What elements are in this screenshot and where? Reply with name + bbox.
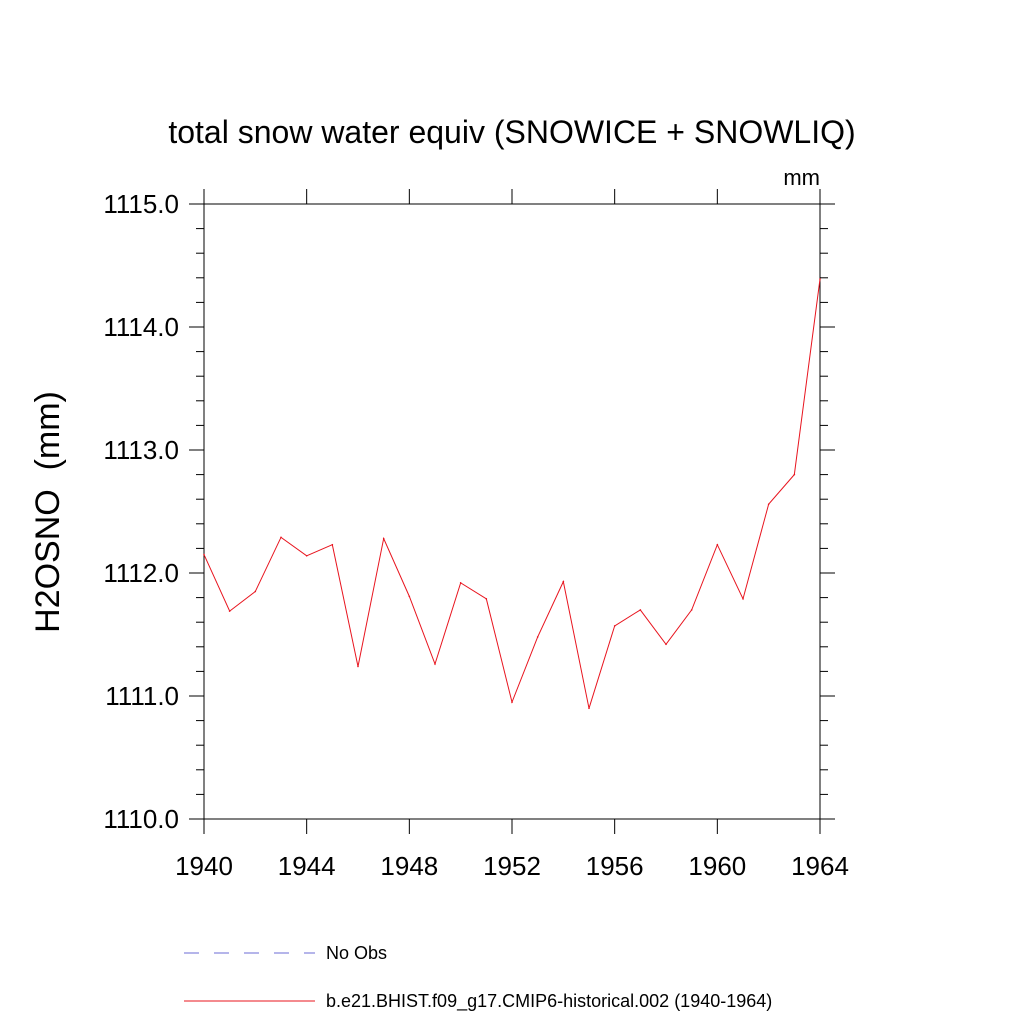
y-tick-label: 1112.0 <box>103 558 179 588</box>
legend-historical-label: b.e21.BHIST.f09_g17.CMIP6-historical.002… <box>326 991 772 1012</box>
data-point <box>665 643 667 646</box>
data-point <box>562 580 565 583</box>
x-tick-label: 1940 <box>175 851 233 881</box>
data-point <box>819 278 821 280</box>
data-point <box>408 595 411 598</box>
data-point <box>305 554 308 557</box>
data-point <box>690 609 693 611</box>
data-point <box>357 665 359 668</box>
data-point <box>716 543 719 546</box>
data-point <box>203 553 205 556</box>
y-axis-label: H2OSNO (mm) <box>29 391 67 633</box>
units-label: mm <box>783 165 820 190</box>
x-tick-label: 1944 <box>278 851 336 881</box>
series-line <box>203 278 821 709</box>
data-point <box>280 536 282 539</box>
data-point <box>536 636 539 638</box>
data-point <box>511 701 513 703</box>
plot-frame <box>203 203 821 820</box>
data-point <box>639 609 642 611</box>
y-tick-label: 1115.0 <box>103 189 179 219</box>
data-point <box>459 582 462 584</box>
data-point <box>588 707 590 710</box>
y-tick-label: 1114.0 <box>103 312 179 342</box>
y-tick-label: 1111.0 <box>105 681 179 711</box>
x-tick-label: 1960 <box>688 851 746 881</box>
data-point <box>254 590 257 593</box>
y-tick-label: 1113.0 <box>103 435 179 465</box>
chart-title: total snow water equiv (SNOWICE + SNOWLI… <box>168 114 855 150</box>
data-point <box>793 473 796 476</box>
data-point <box>485 598 488 600</box>
legend-no-obs-label: No Obs <box>326 943 387 963</box>
legend: No Obs b.e21.BHIST.f09_g17.CMIP6-histori… <box>184 943 772 1012</box>
data-point <box>382 537 385 540</box>
data-point <box>767 503 770 505</box>
data-point <box>228 610 231 612</box>
x-tick-label: 1948 <box>380 851 438 881</box>
data-point <box>434 663 436 665</box>
data-point <box>742 598 744 600</box>
data-point <box>331 543 334 546</box>
x-tick-label: 1956 <box>586 851 644 881</box>
y-tick-label: 1110.0 <box>103 804 179 834</box>
data-point <box>613 625 616 627</box>
plot-area: 1110.0 1111.0 1112.0 1113.0 1114.0 1115.0 1940… <box>103 189 849 881</box>
x-tick-label: 1952 <box>483 851 541 881</box>
x-tick-label: 1964 <box>791 851 849 881</box>
